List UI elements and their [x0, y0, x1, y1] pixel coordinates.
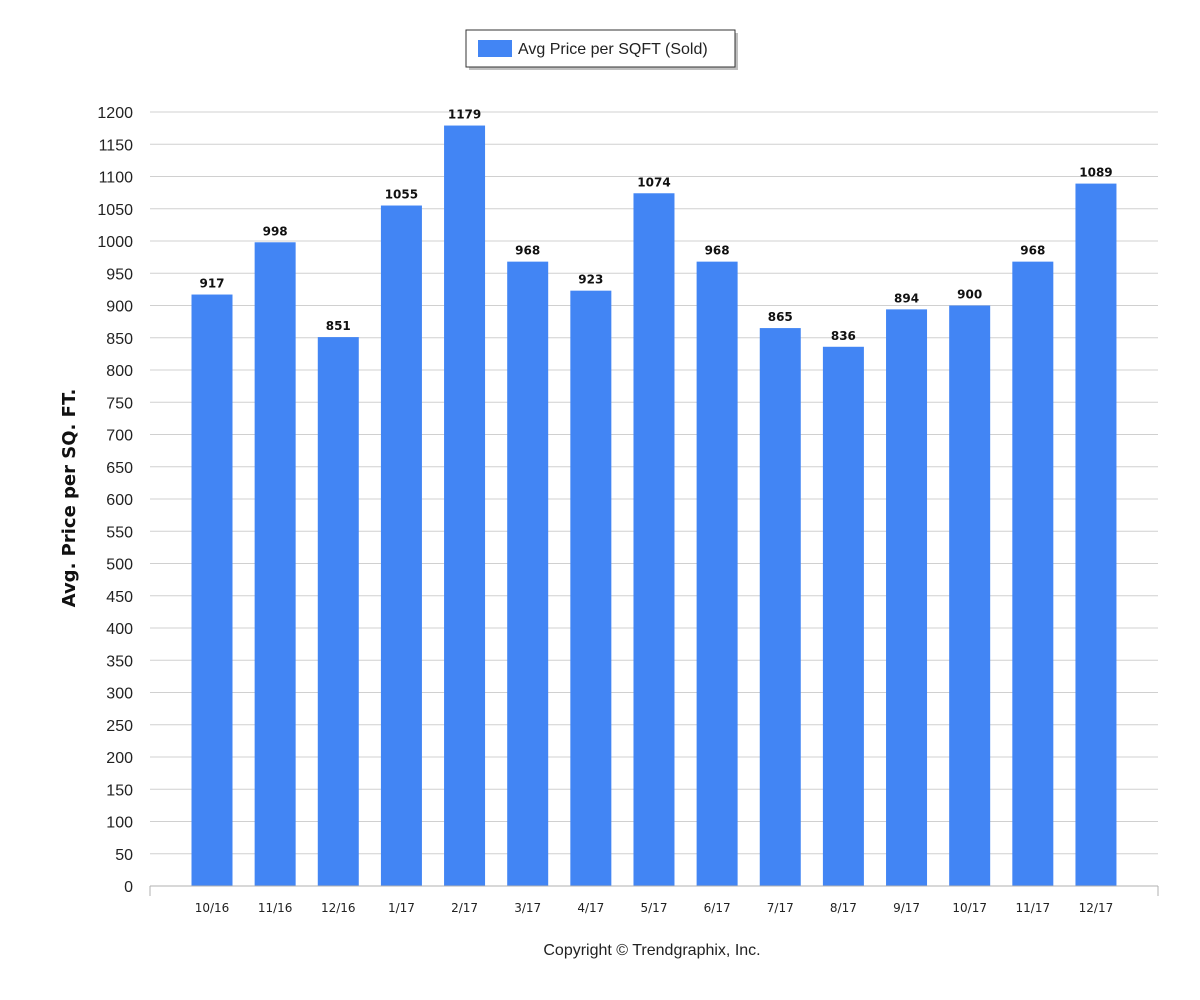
y-tick-label: 900: [106, 299, 133, 316]
bar[interactable]: [507, 262, 548, 886]
y-tick-label: 200: [106, 750, 133, 767]
data-label: 923: [578, 273, 603, 287]
data-label: 998: [263, 224, 288, 238]
data-label: 1055: [385, 188, 418, 202]
bar[interactable]: [381, 206, 422, 886]
y-tick-label: 800: [106, 363, 133, 380]
bars: [192, 126, 1117, 886]
y-tick-label: 1150: [99, 137, 134, 154]
x-tick-label: 9/17: [893, 901, 920, 915]
copyright-text: Copyright © Trendgraphix, Inc.: [543, 942, 760, 959]
legend-swatch: [478, 40, 512, 57]
data-label: 968: [705, 244, 730, 258]
x-tick-label: 1/17: [388, 901, 415, 915]
y-axis-title: Avg. Price per SQ. FT.: [59, 389, 80, 608]
y-tick-label: 300: [106, 686, 133, 703]
bar[interactable]: [444, 126, 485, 886]
x-tick-label: 12/17: [1079, 901, 1114, 915]
x-tick-label: 10/17: [952, 901, 987, 915]
bar[interactable]: [570, 291, 611, 886]
bar[interactable]: [318, 337, 359, 886]
data-label: 865: [768, 310, 793, 324]
legend[interactable]: Avg Price per SQFT (Sold): [466, 30, 738, 70]
y-tick-label: 150: [106, 782, 133, 799]
bar[interactable]: [1075, 184, 1116, 886]
y-tick-label: 1100: [99, 170, 134, 187]
bar[interactable]: [697, 262, 738, 886]
y-tick-label: 350: [106, 653, 133, 670]
data-label: 917: [199, 277, 224, 291]
y-tick-label: 250: [106, 718, 133, 735]
data-label: 1179: [448, 108, 481, 122]
y-tick-label: 450: [106, 589, 133, 606]
y-tick-label: 500: [106, 557, 133, 574]
x-tick-label: 2/17: [451, 901, 478, 915]
bar[interactable]: [949, 306, 990, 887]
x-axis: [150, 886, 1158, 896]
y-tick-label: 750: [106, 395, 133, 412]
y-tick-label: 1200: [97, 105, 133, 122]
y-tick-label: 400: [106, 621, 133, 638]
bar[interactable]: [192, 295, 233, 886]
bar[interactable]: [255, 242, 296, 886]
y-tick-label: 100: [106, 815, 133, 832]
x-tick-label: 11/17: [1016, 901, 1051, 915]
data-label: 1074: [637, 175, 670, 189]
y-tick-label: 550: [106, 524, 133, 541]
y-tick-label: 50: [115, 847, 133, 864]
x-tick-labels: 10/16 11/16 12/16 1/17 2/17 3/17 4/17 5/17 6/17 7…: [195, 901, 1114, 915]
x-tick-label: 7/17: [767, 901, 794, 915]
x-tick-label: 11/16: [258, 901, 293, 915]
x-tick-label: 6/17: [704, 901, 731, 915]
data-label: 851: [326, 319, 351, 333]
x-tick-label: 5/17: [641, 901, 668, 915]
y-tick-label: 950: [106, 266, 133, 283]
data-label: 968: [515, 244, 540, 258]
y-tick-label: 850: [106, 331, 133, 348]
data-label: 894: [894, 291, 919, 305]
data-label: 900: [957, 288, 982, 302]
y-tick-label: 0: [124, 879, 133, 896]
legend-label: Avg Price per SQFT (Sold): [518, 41, 708, 58]
x-tick-label: 8/17: [830, 901, 857, 915]
y-tick-label: 700: [106, 428, 133, 445]
bar[interactable]: [633, 193, 674, 886]
bar[interactable]: [1012, 262, 1053, 886]
x-tick-label: 10/16: [195, 901, 230, 915]
bar[interactable]: [886, 309, 927, 886]
data-label: 1089: [1079, 166, 1112, 180]
y-tick-label: 1000: [97, 234, 133, 251]
y-tick-label: 600: [106, 492, 133, 509]
y-tick-label: 650: [106, 460, 133, 477]
y-tick-label: 1050: [97, 202, 133, 219]
data-label: 836: [831, 329, 856, 343]
x-tick-label: 4/17: [577, 901, 604, 915]
y-tick-labels: 0 50 100 150 200 250 300 350 400 450 500 550 600 650 7…: [97, 105, 133, 896]
bar[interactable]: [823, 347, 864, 886]
x-tick-label: 12/16: [321, 901, 356, 915]
x-tick-label: 3/17: [514, 901, 541, 915]
bar[interactable]: [760, 328, 801, 886]
data-label: 968: [1020, 244, 1045, 258]
